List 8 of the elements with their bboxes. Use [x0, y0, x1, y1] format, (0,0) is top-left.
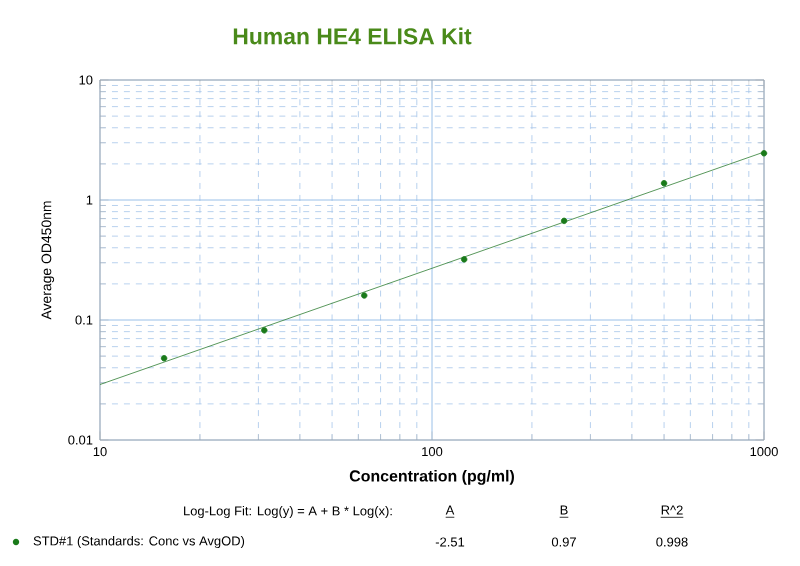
- point: [460, 256, 468, 263]
- point: [261, 327, 268, 334]
- point: [660, 180, 668, 187]
- point: [560, 217, 568, 225]
- point: [361, 292, 368, 299]
- point: [760, 150, 768, 157]
- point: [160, 355, 168, 362]
- chart-title: Human HE4 ELISA Kit: [233, 27, 472, 45]
